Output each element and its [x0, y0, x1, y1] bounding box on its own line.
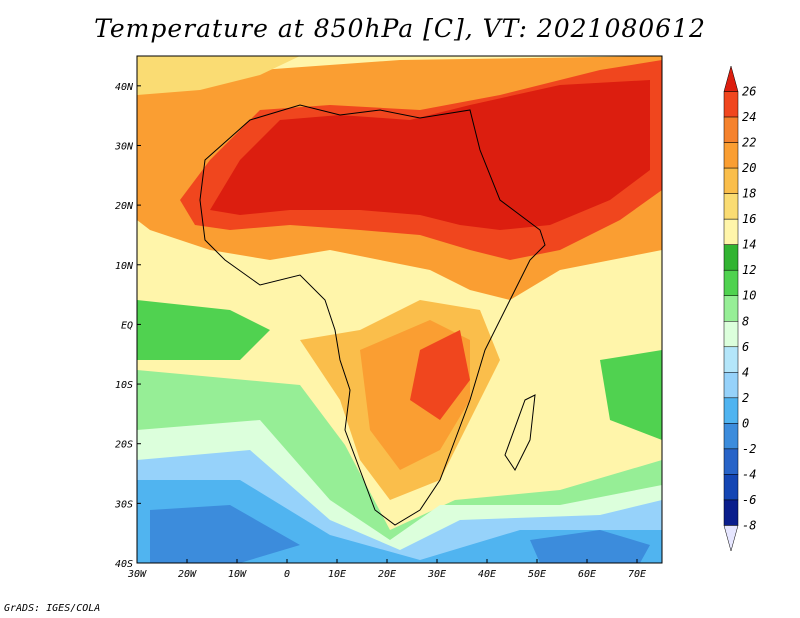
- lon-label: 20E: [378, 569, 396, 580]
- colorbar-label: -4: [742, 467, 756, 481]
- lat-label: 40N: [115, 82, 134, 93]
- colorbar-label: 16: [742, 212, 756, 226]
- lon-label: 60E: [578, 569, 596, 580]
- colorbar-swatch: [723, 269, 739, 296]
- colorbar-label: 24: [742, 110, 756, 124]
- colorbar-label: 0: [742, 416, 749, 430]
- lon-label: 10E: [328, 569, 346, 580]
- temperature-field: [137, 56, 662, 563]
- lon-label: 50E: [528, 569, 546, 580]
- colorbar-swatch: [723, 346, 739, 373]
- colorbar-label: 6: [742, 340, 749, 354]
- colorbar-label: 14: [742, 238, 756, 252]
- colorbar-swatch: [723, 295, 739, 322]
- lon-label: 40E: [478, 569, 496, 580]
- lat-label: 10N: [115, 261, 134, 272]
- colorbar-swatch: [723, 193, 739, 220]
- colorbar-swatch: [723, 142, 739, 169]
- lon-label: 30E: [427, 569, 446, 580]
- colorbar-label: 18: [742, 187, 756, 201]
- colorbar-label: 26: [742, 85, 756, 99]
- colorbar-swatch: [723, 448, 739, 475]
- colorbar-swatch: [723, 116, 739, 143]
- colorbar-label: 10: [742, 289, 756, 303]
- colorbar-swatch: [723, 218, 739, 245]
- colorbar-swatch: [723, 499, 739, 526]
- africa-coastline: [199, 104, 546, 526]
- colorbar-swatch: [723, 91, 739, 118]
- lat-label: 20N: [115, 201, 134, 212]
- lon-label: 20W: [178, 569, 197, 580]
- colorbar-label: 22: [742, 136, 756, 150]
- colorbar-swatch: [723, 244, 739, 271]
- colorbar-swatch: [723, 397, 739, 424]
- colorbar-swatch: [723, 321, 739, 348]
- colorbar-label: -2: [742, 442, 756, 456]
- colorbar-label: 20: [742, 161, 756, 175]
- colorbar-label: -6: [742, 493, 756, 507]
- colorbar-swatch: [723, 474, 739, 501]
- colorbar-swatch: [723, 167, 739, 194]
- colorbar-swatch: [723, 372, 739, 399]
- grads-credit: GrADS: IGES/COLA: [4, 603, 101, 614]
- colorbar-swatch: [723, 423, 739, 450]
- map-title: Temperature at 850hPa [C], VT: 202108061…: [94, 14, 706, 43]
- colorbar-swatch: [723, 525, 739, 552]
- lat-label: 10S: [115, 380, 133, 391]
- lon-label: 0: [284, 569, 290, 580]
- colorbar-label: 8: [742, 314, 749, 328]
- lon-label: 30W: [127, 569, 147, 580]
- colorbar-label: 12: [742, 263, 756, 277]
- colorbar-label: 4: [742, 365, 749, 379]
- map-frame: [136, 55, 663, 564]
- lon-label: 70E: [628, 569, 646, 580]
- lat-label: 30S: [114, 499, 133, 510]
- colorbar-swatch: [723, 65, 739, 92]
- colorbar-label: 2: [742, 391, 749, 405]
- lat-label: 30N: [114, 141, 134, 152]
- lat-label: 40S: [115, 559, 133, 570]
- lon-label: 10W: [228, 569, 247, 580]
- madagascar-coastline: [504, 394, 536, 471]
- colorbar-label: -8: [742, 518, 756, 532]
- lat-label: 20S: [115, 440, 133, 451]
- lat-label: EQ: [121, 320, 133, 331]
